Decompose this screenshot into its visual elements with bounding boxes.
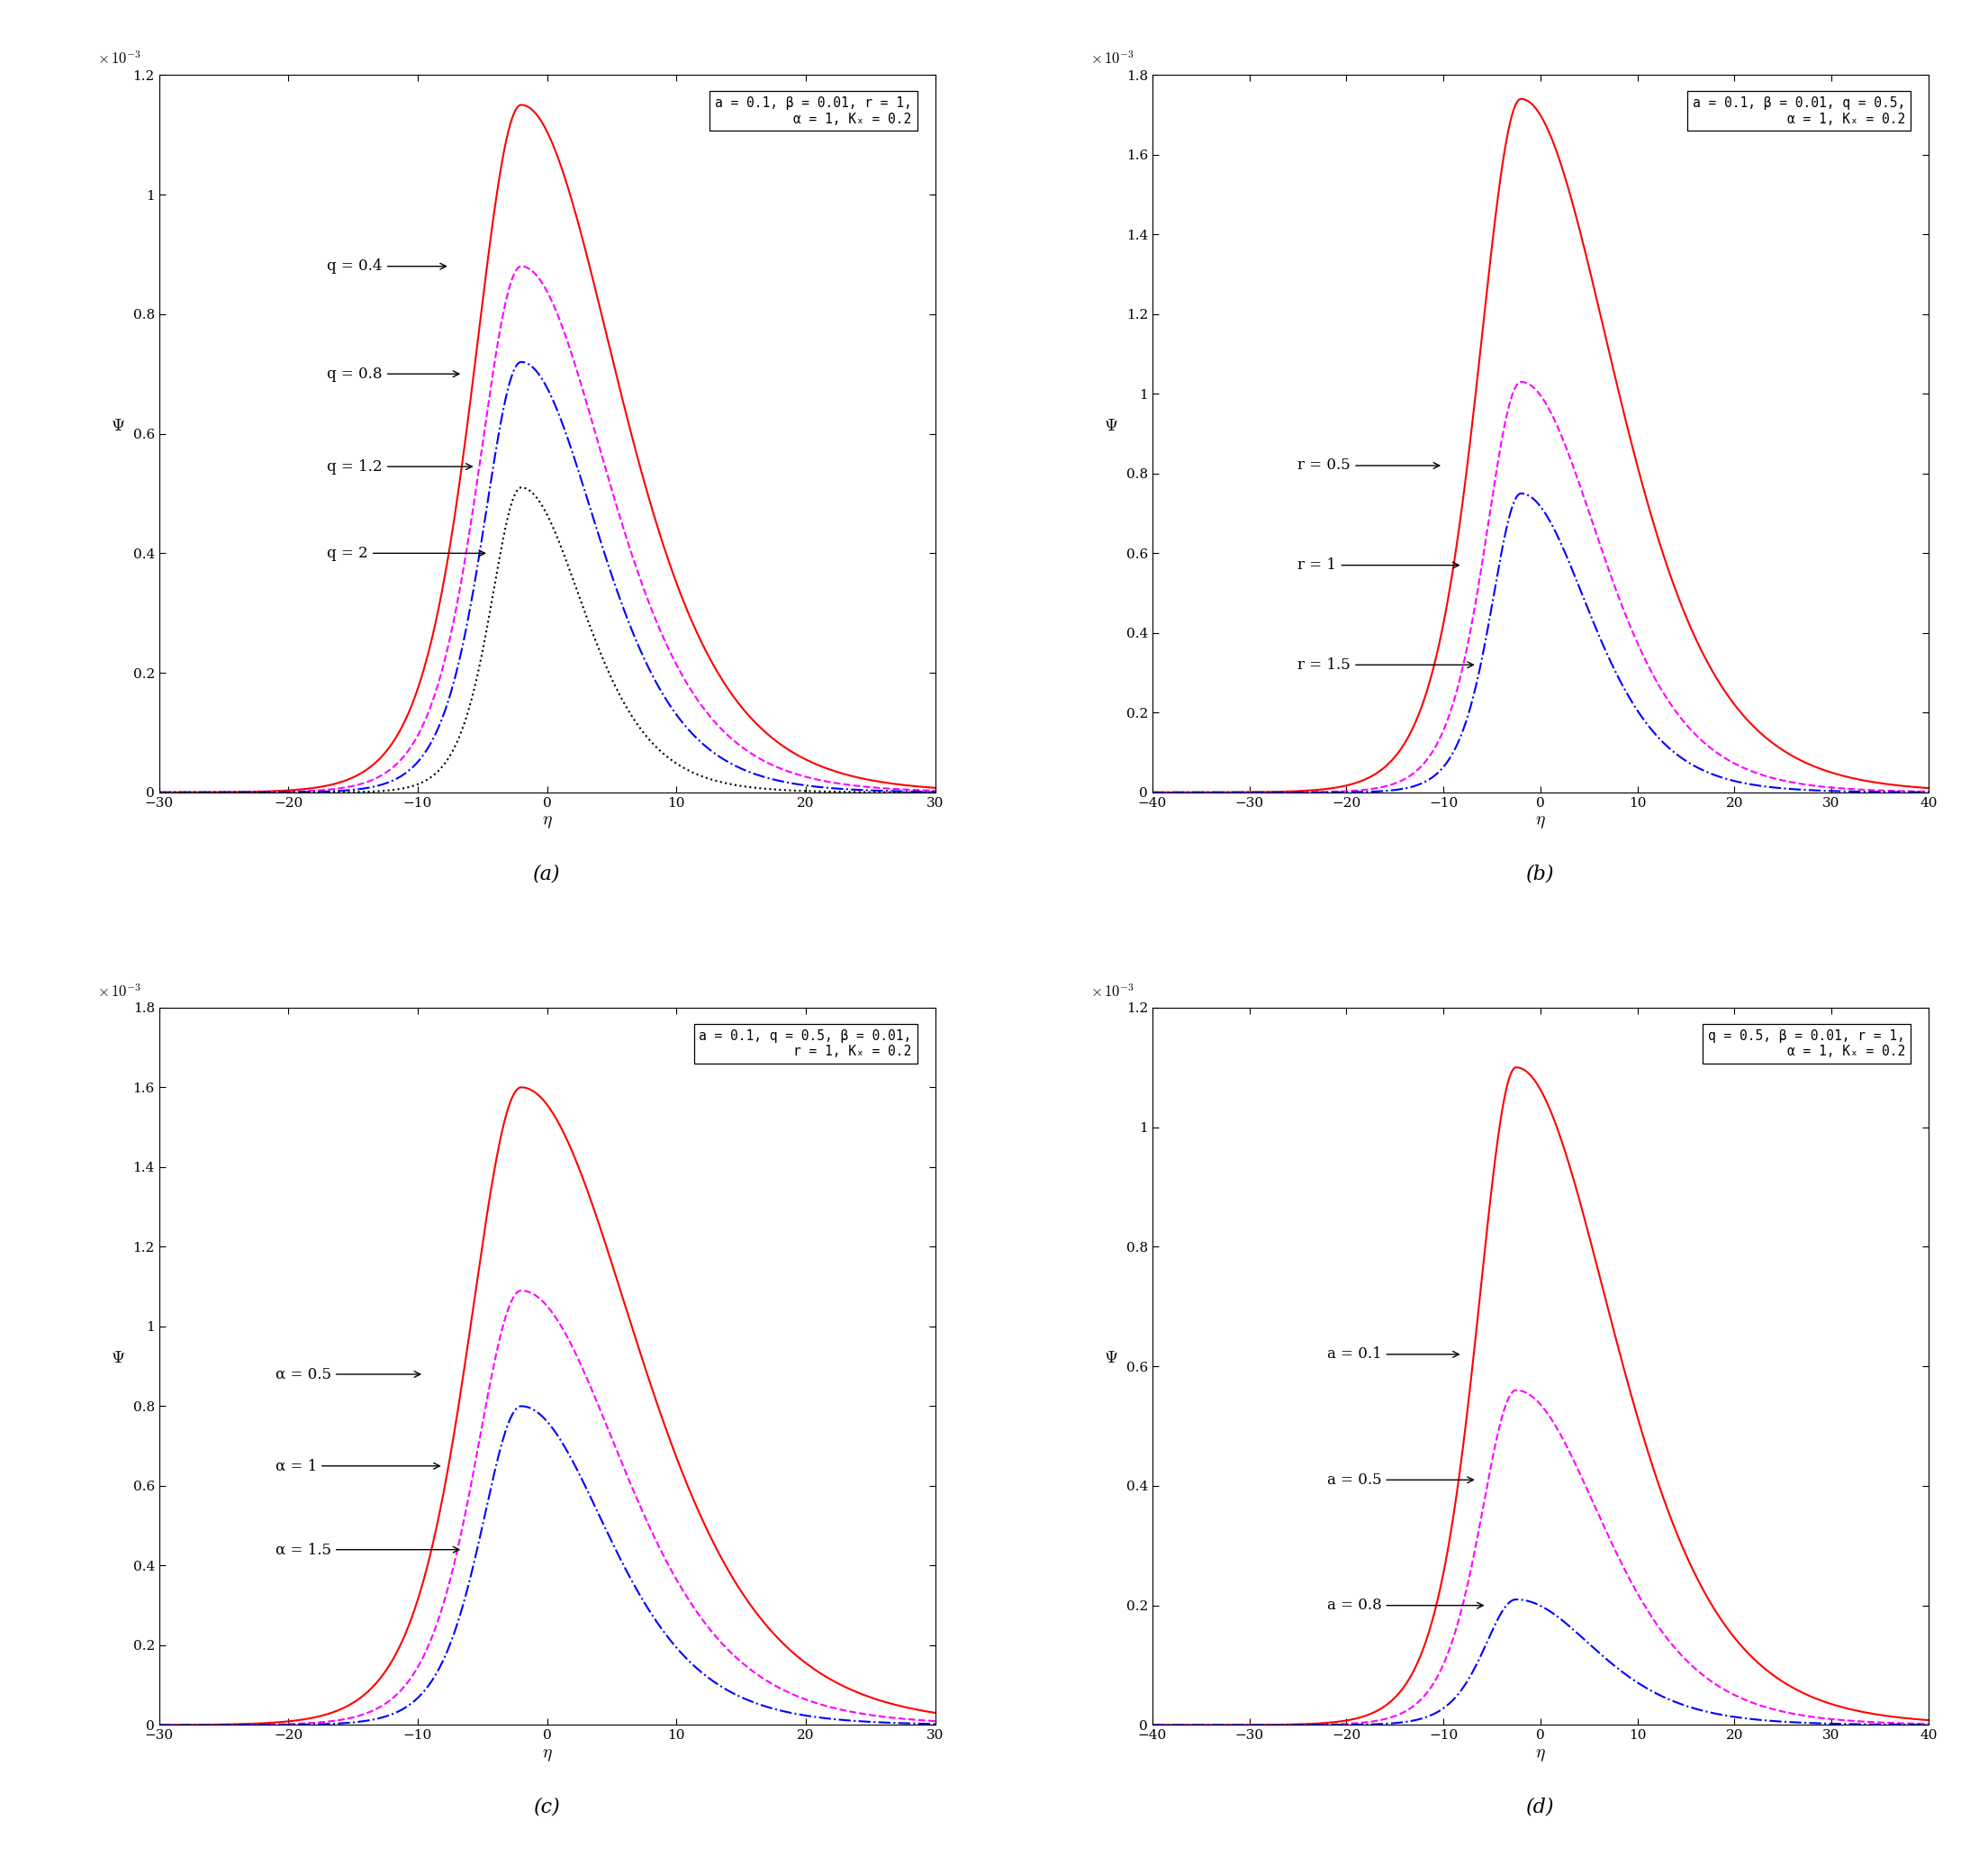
Text: q = 0.4: q = 0.4 <box>328 259 445 274</box>
X-axis label: $\eta$: $\eta$ <box>1535 814 1545 831</box>
Text: $\times\,10^{-3}$: $\times\,10^{-3}$ <box>97 984 141 1001</box>
Text: q = 0.5, β = 0.01, r = 1,
α = 1, Kₓ = 0.2: q = 0.5, β = 0.01, r = 1, α = 1, Kₓ = 0.… <box>1708 1029 1905 1057</box>
Y-axis label: $\Psi$: $\Psi$ <box>1103 1350 1119 1367</box>
Y-axis label: $\Psi$: $\Psi$ <box>111 1350 125 1367</box>
Text: α = 1: α = 1 <box>276 1459 439 1474</box>
Text: α = 1.5: α = 1.5 <box>276 1541 459 1558</box>
Text: q = 1.2: q = 1.2 <box>328 459 471 474</box>
Y-axis label: $\Psi$: $\Psi$ <box>1103 418 1119 433</box>
Text: (c): (c) <box>533 1796 561 1817</box>
Text: a = 0.1, q = 0.5, β = 0.01,
r = 1, Kₓ = 0.2: a = 0.1, q = 0.5, β = 0.01, r = 1, Kₓ = … <box>700 1029 912 1057</box>
X-axis label: $\eta$: $\eta$ <box>543 1748 553 1762</box>
Text: (b): (b) <box>1527 864 1555 883</box>
Text: a = 0.5: a = 0.5 <box>1326 1472 1473 1487</box>
Text: r = 1: r = 1 <box>1298 557 1459 574</box>
X-axis label: $\eta$: $\eta$ <box>543 814 553 831</box>
Text: $\times\,10^{-3}$: $\times\,10^{-3}$ <box>97 51 141 68</box>
Text: $\times\,10^{-3}$: $\times\,10^{-3}$ <box>1089 51 1135 68</box>
Text: α = 0.5: α = 0.5 <box>276 1367 419 1382</box>
Text: q = 2: q = 2 <box>328 546 485 561</box>
Text: a = 0.1: a = 0.1 <box>1326 1346 1459 1361</box>
X-axis label: $\eta$: $\eta$ <box>1535 1748 1545 1762</box>
Text: (d): (d) <box>1527 1796 1555 1817</box>
Text: r = 0.5: r = 0.5 <box>1298 458 1439 472</box>
Text: $\times\,10^{-3}$: $\times\,10^{-3}$ <box>1089 984 1135 1001</box>
Text: r = 1.5: r = 1.5 <box>1298 658 1473 673</box>
Y-axis label: $\Psi$: $\Psi$ <box>111 418 125 433</box>
Text: a = 0.8: a = 0.8 <box>1326 1598 1483 1612</box>
Text: a = 0.1, β = 0.01, q = 0.5,
α = 1, Kₓ = 0.2: a = 0.1, β = 0.01, q = 0.5, α = 1, Kₓ = … <box>1692 96 1905 126</box>
Text: (a): (a) <box>533 864 561 883</box>
Text: q = 0.8: q = 0.8 <box>328 366 459 382</box>
Text: a = 0.1, β = 0.01, r = 1,
α = 1, Kₓ = 0.2: a = 0.1, β = 0.01, r = 1, α = 1, Kₓ = 0.… <box>716 96 912 126</box>
